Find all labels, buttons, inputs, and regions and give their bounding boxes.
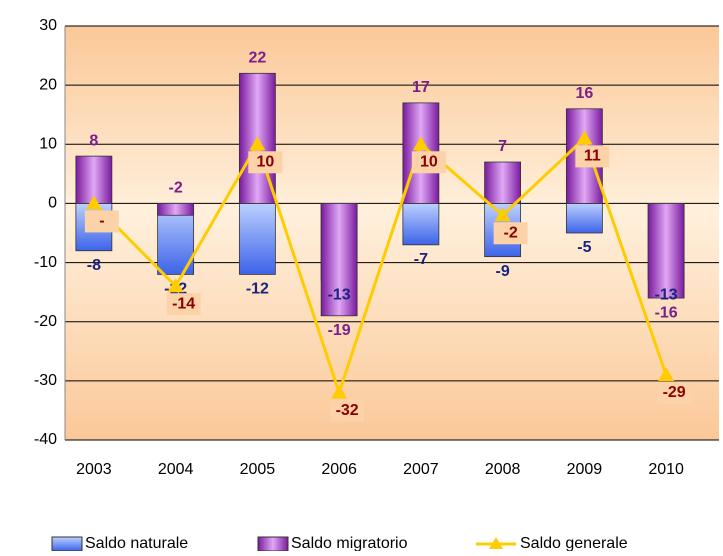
line-marker <box>576 130 593 145</box>
data-label: 16 <box>575 85 593 102</box>
legend: Saldo naturale Saldo migratorio Saldo ge… <box>51 535 628 552</box>
data-label: -13 <box>655 287 678 304</box>
data-label: -14 <box>172 295 195 312</box>
data-label-box <box>330 399 365 422</box>
y-tick-label: 0 <box>48 195 57 212</box>
x-tick-label: 2009 <box>567 461 603 478</box>
data-label: -16 <box>655 304 678 321</box>
data-label: 22 <box>248 50 266 67</box>
legend-label: Saldo migratorio <box>291 535 408 551</box>
data-label-box <box>248 151 283 174</box>
x-tick-label: 2005 <box>240 461 276 478</box>
data-label: -7 <box>414 251 428 268</box>
legend-marker <box>489 537 503 549</box>
data-label-box <box>84 210 119 233</box>
line-marker <box>494 207 511 222</box>
data-label-box <box>657 381 692 404</box>
legend-label: Saldo naturale <box>85 535 188 551</box>
line-marker <box>412 136 429 151</box>
data-label: 8 <box>89 132 98 149</box>
data-label: -19 <box>328 322 351 339</box>
data-label: -29 <box>663 384 686 401</box>
data-label-box <box>166 293 201 316</box>
data-label-box <box>411 151 446 174</box>
y-tick-label: -10 <box>34 254 57 271</box>
data-label: 17 <box>412 79 430 96</box>
bar <box>238 203 276 275</box>
data-label: -13 <box>328 287 351 304</box>
y-tick-label: 30 <box>39 17 57 34</box>
x-tick-label: 2010 <box>648 461 684 478</box>
data-label: -8 <box>87 257 101 274</box>
line-marker <box>167 278 184 293</box>
data-label: -5 <box>577 239 591 256</box>
data-label: -2 <box>504 224 518 241</box>
data-label: 11 <box>584 148 601 165</box>
line-marker <box>658 366 675 381</box>
x-tick-label: 2007 <box>403 461 439 478</box>
y-tick-label: -40 <box>34 431 57 448</box>
data-label: -32 <box>336 402 359 419</box>
bar <box>484 161 522 204</box>
y-tick-label: -30 <box>34 372 57 389</box>
data-label-box <box>575 145 610 168</box>
bar <box>565 203 603 234</box>
legend-swatch <box>257 536 289 552</box>
line-marker <box>85 195 102 210</box>
data-label: -9 <box>496 263 510 280</box>
legend-label: Saldo generale <box>520 535 628 551</box>
data-label-box <box>493 222 528 245</box>
y-tick-label: 20 <box>39 76 57 93</box>
x-tick-label: 2003 <box>76 461 112 478</box>
data-label: -2 <box>169 180 183 197</box>
y-tick-label: 10 <box>39 136 57 153</box>
line-marker <box>249 136 266 151</box>
data-label: 10 <box>256 154 274 171</box>
data-label: 10 <box>420 154 438 171</box>
x-tick-label: 2004 <box>158 461 194 478</box>
legend-swatch <box>51 536 83 552</box>
bar <box>157 203 195 216</box>
line <box>92 135 668 398</box>
y-tick-label: -20 <box>34 313 57 330</box>
x-tick-label: 2008 <box>485 461 521 478</box>
x-tick-label: 2006 <box>321 461 357 478</box>
bar <box>320 203 358 317</box>
bar <box>402 203 440 246</box>
line-marker <box>331 384 348 399</box>
data-label: - <box>99 213 104 230</box>
bar <box>647 203 685 299</box>
data-label: -12 <box>246 281 269 298</box>
data-label: 7 <box>498 138 507 155</box>
